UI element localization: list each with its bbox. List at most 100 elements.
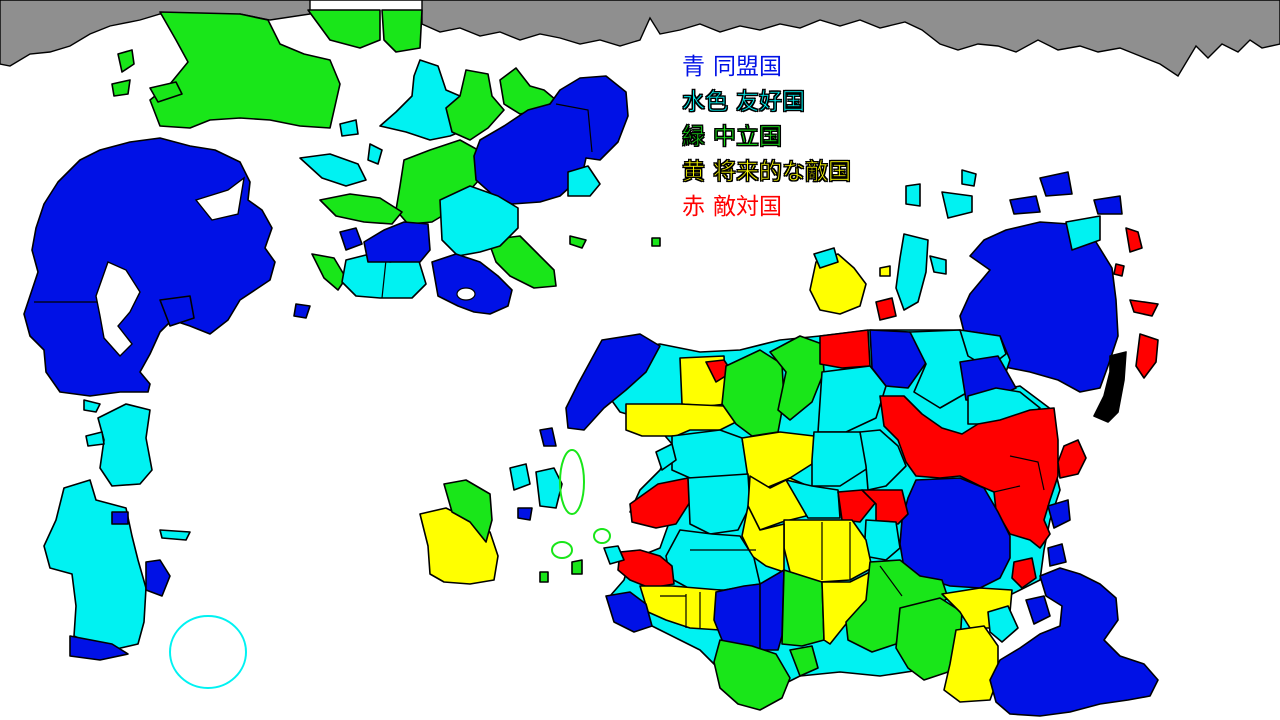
se-yellow-10 bbox=[943, 625, 999, 703]
ne-red-3 bbox=[1135, 333, 1159, 379]
north-green-isle-2 bbox=[117, 49, 135, 73]
north-cyan-2 bbox=[299, 153, 367, 187]
north-green-strip-2 bbox=[381, 9, 423, 53]
west-inlet bbox=[194, 176, 245, 221]
se-blue-isle-2 bbox=[1047, 499, 1071, 529]
se-yellow-2 bbox=[625, 403, 741, 437]
ne-yellow-isle bbox=[809, 253, 867, 315]
legend-label: 将来的な敵国 bbox=[713, 159, 852, 186]
north-green-6 bbox=[487, 235, 557, 289]
north-green-5 bbox=[319, 193, 403, 225]
mid-green-dot bbox=[651, 237, 661, 247]
north-green-2 bbox=[445, 69, 505, 141]
ne-cyan-isle-4 bbox=[895, 233, 929, 311]
se-blue-east bbox=[989, 567, 1159, 717]
west-blue-islet bbox=[159, 295, 195, 327]
legend-label: 友好国 bbox=[736, 89, 806, 116]
se-blue-west-tip bbox=[565, 333, 661, 431]
neutral-ring-3 bbox=[593, 528, 611, 544]
north-green-isle-4 bbox=[569, 235, 587, 249]
mid-blue-isle-1 bbox=[539, 427, 557, 447]
north-cyan-3 bbox=[439, 185, 519, 257]
legend-item: 青同盟国 bbox=[682, 52, 851, 83]
legend-item: 黄将来的な敵国 bbox=[682, 157, 852, 188]
west-cyan-isle-2 bbox=[43, 479, 147, 651]
se-red-6 bbox=[837, 489, 877, 523]
legend-label: 敵対国 bbox=[713, 194, 782, 220]
north-blue-4 bbox=[339, 227, 363, 251]
north-cyan-4 bbox=[567, 165, 601, 197]
se-blue-isle-3 bbox=[1047, 543, 1067, 567]
west-cyan-isle-3 bbox=[159, 529, 191, 541]
north-green-7 bbox=[311, 253, 347, 291]
mid-green-isle bbox=[443, 479, 493, 543]
north-green-isle-3 bbox=[111, 79, 131, 97]
se-cyan-8 bbox=[687, 473, 751, 535]
se-red-border-2 bbox=[993, 485, 1021, 493]
mid-cyan-isle-2 bbox=[509, 463, 531, 491]
north-cyan-6 bbox=[339, 119, 359, 137]
north-blue-lake bbox=[456, 287, 476, 301]
se-red-2 bbox=[819, 329, 871, 369]
se-blue-sw bbox=[605, 591, 653, 633]
west-cyan-isle-5 bbox=[85, 431, 105, 447]
west-bay bbox=[95, 261, 141, 358]
mid-cyan-isle-3 bbox=[655, 443, 677, 471]
north-border-1 bbox=[555, 103, 593, 153]
ne-red-4 bbox=[1113, 263, 1125, 277]
se-red-3 bbox=[1011, 557, 1037, 589]
ne-red-1 bbox=[1125, 227, 1143, 253]
ne-yellow-dot bbox=[879, 265, 891, 277]
north-blue-east bbox=[473, 75, 629, 205]
mid-cyan-isle-4 bbox=[603, 545, 625, 565]
neutral-island-ring bbox=[169, 615, 247, 689]
se-blue-isle-1 bbox=[1025, 595, 1051, 625]
se-green-border bbox=[879, 565, 903, 597]
north-green-main bbox=[149, 11, 341, 129]
legend-item: 水色 友好国 bbox=[682, 87, 851, 118]
ne-blue-isle-3 bbox=[1093, 195, 1123, 215]
ne-cyan-isle-1 bbox=[941, 191, 973, 219]
ne-red-2 bbox=[1129, 299, 1159, 317]
legend-item: 赤敵対国 bbox=[682, 192, 851, 223]
se-red-border-1 bbox=[1009, 455, 1045, 491]
neutral-ring-1 bbox=[559, 449, 585, 515]
ne-black-strip bbox=[1093, 351, 1127, 423]
se-green-6 bbox=[789, 645, 819, 677]
legend-color-key: 水色 bbox=[682, 89, 729, 116]
legend-color-key: 青 bbox=[682, 54, 705, 80]
se-red-4 bbox=[1057, 439, 1087, 479]
north-green-isle bbox=[149, 81, 183, 103]
ne-cyan-isle-6 bbox=[929, 255, 947, 275]
mid-blue-isle-2 bbox=[517, 507, 533, 521]
map-legend: 青同盟国 水色 友好国緑中立国黄将来的な敵国赤敵対国 bbox=[682, 52, 852, 223]
north-cyan-isle bbox=[367, 143, 383, 165]
se-green-2 bbox=[769, 335, 825, 421]
west-blue-isle-3 bbox=[145, 559, 171, 597]
ne-cyan-isle-3 bbox=[1065, 215, 1101, 251]
ne-cyan-isle-7 bbox=[813, 247, 839, 269]
legend-label: 中立国 bbox=[713, 124, 783, 151]
se-green-3 bbox=[781, 569, 825, 647]
mid-green-isle-2 bbox=[571, 559, 583, 575]
west-cyan-isle-4 bbox=[83, 399, 101, 413]
legend-color-key: 赤 bbox=[682, 194, 705, 220]
ne-blue-isle-1 bbox=[1039, 171, 1073, 197]
se-blue-4 bbox=[759, 569, 785, 651]
se-green-south bbox=[713, 639, 791, 711]
se-red-5 bbox=[629, 477, 691, 529]
west-cyan-isle-1 bbox=[97, 403, 153, 487]
se-cyan-7 bbox=[859, 429, 907, 491]
legend-color-key: 緑 bbox=[682, 124, 706, 151]
se-red-8 bbox=[617, 549, 675, 589]
west-blue-islet-2 bbox=[293, 303, 311, 319]
neutral-ring-2 bbox=[551, 541, 573, 559]
legend-label: 同盟国 bbox=[713, 54, 782, 80]
se-cyan-12 bbox=[987, 605, 1019, 643]
se-red-large bbox=[879, 395, 1059, 549]
legend-item: 緑中立国 bbox=[682, 122, 851, 153]
north-blue-2 bbox=[363, 221, 431, 263]
mid-cyan-isle-1 bbox=[535, 467, 563, 509]
se-yellow-5 bbox=[783, 519, 873, 583]
